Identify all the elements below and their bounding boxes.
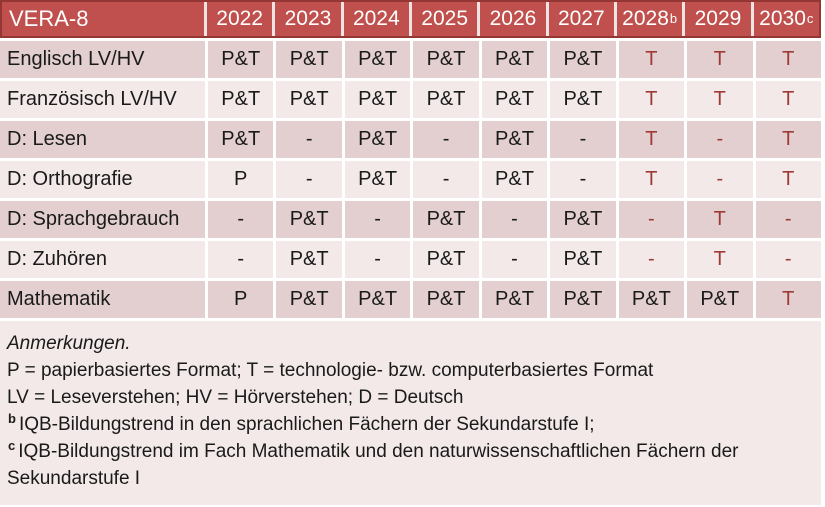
format-cell: P&T: [344, 41, 411, 78]
column-header-2022: 2022: [207, 2, 273, 36]
column-header-2023: 2023: [275, 2, 341, 36]
format-cell: P: [208, 161, 274, 198]
format-cell: P&T: [208, 41, 274, 78]
table-row: D: Sprachgebrauch - P&T - P&T - P&T - T -: [0, 201, 821, 238]
format-cell: P&T: [413, 241, 479, 278]
column-header-2028: 2028 b: [616, 2, 683, 36]
format-cell: -: [413, 161, 479, 198]
format-cell: P&T: [481, 161, 548, 198]
format-cell: P&T: [276, 41, 342, 78]
row-label: Französisch LV/HV: [0, 81, 205, 118]
format-cell: P&T: [344, 161, 411, 198]
column-header-2026: 2026: [480, 2, 546, 36]
format-cell: -: [481, 241, 548, 278]
column-header-2030: 2030 c: [753, 2, 819, 36]
note-line: P = papierbasiertes Format; T = technolo…: [7, 360, 654, 381]
format-cell: T: [687, 201, 753, 238]
format-cell: T: [755, 81, 821, 118]
format-cell: T: [755, 121, 821, 158]
format-cell: T: [755, 41, 821, 78]
table-row: Englisch LV/HV P&T P&T P&T P&T P&T P&T T T T: [0, 41, 821, 78]
format-cell: -: [413, 121, 479, 158]
format-cell: T: [687, 81, 753, 118]
format-cell: P&T: [550, 81, 616, 118]
footnote-marker-c: c: [8, 437, 16, 453]
format-cell: T: [618, 161, 685, 198]
format-cell: P&T: [208, 121, 274, 158]
column-header-2029: 2029: [685, 2, 751, 36]
format-cell: P&T: [344, 81, 411, 118]
note-line: c IQB-Bildungstrend im Fach Mathematik un…: [7, 437, 739, 489]
column-header-2025: 2025: [411, 2, 478, 36]
format-cell: -: [344, 241, 411, 278]
format-cell: P&T: [276, 281, 342, 318]
format-cell: T: [618, 121, 685, 158]
format-cell: T: [755, 281, 821, 318]
format-cell: P&T: [413, 81, 479, 118]
format-cell: -: [755, 201, 821, 238]
format-cell: T: [687, 241, 753, 278]
format-cell: T: [618, 41, 685, 78]
format-cell: P&T: [481, 81, 548, 118]
format-cell: -: [687, 161, 753, 198]
format-cell: P&T: [276, 81, 342, 118]
vera8-assessment-table: VERA-8 2022 2023 2024 2025 2026 2027 2028 b 2029…: [0, 0, 821, 318]
format-cell: P&T: [481, 121, 548, 158]
row-label: D: Lesen: [0, 121, 205, 158]
row-label: D: Orthografie: [0, 161, 205, 198]
format-cell: P&T: [413, 201, 479, 238]
table-corner-title: VERA-8: [2, 2, 204, 36]
row-label: D: Zuhören: [0, 241, 205, 278]
format-cell: -: [208, 201, 274, 238]
format-cell: T: [687, 41, 753, 78]
row-label: Englisch LV/HV: [0, 41, 205, 78]
format-cell: P&T: [481, 41, 548, 78]
format-cell: -: [550, 121, 616, 158]
format-cell: -: [276, 121, 342, 158]
table-row: Mathematik P P&T P&T P&T P&T P&T P&T P&T T: [0, 281, 821, 318]
table-row: D: Orthografie P - P&T - P&T - T - T: [0, 161, 821, 198]
table-row: D: Lesen P&T - P&T - P&T - T - T: [0, 121, 821, 158]
column-header-2024: 2024: [343, 2, 409, 36]
format-cell: P&T: [413, 281, 479, 318]
format-cell: -: [618, 201, 685, 238]
notes-heading: Anmerkungen.: [7, 333, 131, 354]
format-cell: P&T: [413, 41, 479, 78]
format-cell: -: [755, 241, 821, 278]
row-label: D: Sprachgebrauch: [0, 201, 205, 238]
format-cell: P&T: [344, 121, 411, 158]
format-cell: P&T: [618, 281, 685, 318]
format-cell: P&T: [550, 241, 616, 278]
row-label: Mathematik: [0, 281, 205, 318]
format-cell: -: [618, 241, 685, 278]
format-cell: P&T: [276, 201, 342, 238]
table-row: D: Zuhören - P&T - P&T - P&T - T -: [0, 241, 821, 278]
format-cell: P&T: [687, 281, 753, 318]
format-cell: T: [755, 161, 821, 198]
format-cell: -: [687, 121, 753, 158]
format-cell: P&T: [550, 281, 616, 318]
format-cell: P&T: [208, 81, 274, 118]
footnote-marker-b: b: [8, 410, 16, 426]
note-line: LV = Leseverstehen; HV = Hörverstehen; D…: [7, 387, 464, 408]
format-cell: -: [276, 161, 342, 198]
format-cell: -: [344, 201, 411, 238]
format-cell: P&T: [550, 201, 616, 238]
format-cell: P&T: [276, 241, 342, 278]
format-cell: -: [550, 161, 616, 198]
format-cell: -: [208, 241, 274, 278]
format-cell: P&T: [550, 41, 616, 78]
note-line: b IQB-Bildungstrend in den sprachlichen F…: [8, 410, 595, 435]
column-header-2027: 2027: [548, 2, 614, 36]
format-cell: T: [618, 81, 685, 118]
format-cell: P&T: [344, 281, 411, 318]
format-cell: P&T: [481, 281, 548, 318]
format-cell: -: [481, 201, 548, 238]
format-cell: P: [208, 281, 274, 318]
notes-block: Anmerkungen. P = papierbasiertes Format;…: [0, 321, 821, 505]
table-row: Französisch LV/HV P&T P&T P&T P&T P&T P&T T T T: [0, 81, 821, 118]
table-header-row: VERA-8 2022 2023 2024 2025 2026 2027 2028 b 2029…: [0, 0, 821, 38]
